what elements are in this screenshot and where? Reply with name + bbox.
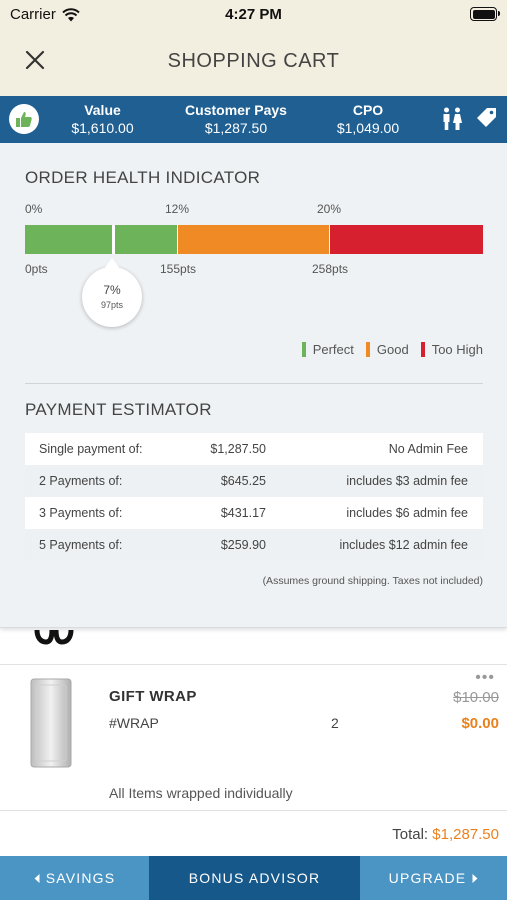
tag-icon[interactable]: [475, 107, 497, 129]
row-divider: [0, 810, 507, 811]
legend-too-high: Too High: [420, 342, 483, 357]
silver-bar-image: [30, 678, 72, 768]
estimator-row: Single payment of: $1,287.50 No Admin Fe…: [25, 433, 483, 465]
estimator-title: PAYMENT ESTIMATOR: [25, 400, 212, 419]
pct-label-2: 20%: [317, 202, 342, 216]
payment-estimator-table: Single payment of: $1,287.50 No Admin Fe…: [25, 433, 483, 561]
pct-label-1: 12%: [165, 202, 190, 216]
estimator-note: (Assumes ground shipping. Taxes not incl…: [262, 575, 483, 587]
wifi-icon: [62, 7, 80, 21]
more-options-icon[interactable]: •••: [475, 669, 495, 686]
order-health-panel: ORDER HEALTH INDICATOR 0% 12% 20% 0pts 1…: [0, 143, 507, 628]
people-icon[interactable]: [441, 107, 463, 131]
item-original-price: $10.00: [453, 689, 499, 706]
clock: 4:27 PM: [225, 6, 282, 23]
customer-pays-summary: Customer Pays $1,287.50: [180, 101, 292, 137]
health-title: ORDER HEALTH INDICATOR: [25, 168, 261, 187]
cart-total: Total: $1,287.50: [392, 826, 499, 843]
pct-label-0: 0%: [25, 202, 43, 216]
close-icon[interactable]: [22, 47, 48, 73]
item-name: GIFT WRAP: [109, 688, 197, 705]
section-divider: [25, 383, 483, 384]
pts-label-2: 258pts: [312, 262, 349, 276]
product-image-partial: [34, 629, 74, 645]
upgrade-tab[interactable]: UPGRADE: [360, 856, 507, 900]
item-sku: #WRAP: [109, 715, 159, 731]
chevron-right-icon: [472, 873, 478, 883]
upgrade-label: UPGRADE: [388, 870, 467, 886]
cpo-summary: CPO $1,049.00: [330, 101, 406, 137]
health-indicator-bubble: 7% 97pts: [82, 258, 142, 327]
estimator-row: 2 Payments of: $645.25 includes $3 admin…: [25, 465, 483, 497]
carrier-info: Carrier: [10, 6, 80, 23]
health-bar-too-high: [330, 225, 483, 254]
chevron-left-icon: [34, 873, 40, 883]
item-price: $0.00: [461, 715, 499, 732]
value-amount: $1,610.00: [71, 120, 134, 136]
cpo-label: CPO: [352, 102, 384, 118]
carrier-label: Carrier: [10, 6, 56, 23]
cpo-amount: $1,049.00: [336, 120, 400, 136]
value-summary: Value $1,610.00: [65, 101, 140, 137]
bonus-advisor-label: BONUS ADVISOR: [188, 870, 321, 886]
status-bar: Carrier 4:27 PM: [0, 0, 507, 30]
row-divider: [0, 664, 507, 665]
indicator-percent: 7%: [103, 283, 121, 297]
health-bar: [25, 225, 483, 254]
health-legend: Perfect Good Too High: [301, 342, 483, 357]
bonus-advisor-tab[interactable]: BONUS ADVISOR: [149, 856, 360, 900]
item-note: All Items wrapped individually: [109, 785, 293, 801]
estimator-row: 3 Payments of: $431.17 includes $6 admin…: [25, 497, 483, 529]
health-bar-good: [178, 225, 329, 254]
nav-header: SHOPPING CART: [0, 30, 507, 96]
item-quantity[interactable]: 2: [331, 715, 339, 731]
customer-pays-amount: $1,287.50: [204, 120, 268, 136]
value-label: Value: [84, 102, 121, 118]
savings-label: SAVINGS: [45, 870, 116, 886]
page-title: SHOPPING CART: [167, 50, 340, 72]
total-label: Total:: [392, 826, 429, 843]
savings-tab[interactable]: SAVINGS: [0, 856, 149, 900]
indicator-points: 97pts: [100, 300, 124, 310]
pts-label-1: 155pts: [160, 262, 197, 276]
estimator-row: 5 Payments of: $259.90 includes $12 admi…: [25, 529, 483, 561]
customer-pays-label: Customer Pays: [185, 102, 287, 118]
order-summary-bar: Value $1,610.00 Customer Pays $1,287.50 …: [0, 96, 507, 143]
bottom-tab-bar: SAVINGS BONUS ADVISOR UPGRADE: [0, 856, 507, 900]
legend-good: Good: [365, 342, 409, 357]
legend-perfect: Perfect: [301, 342, 354, 357]
thumbs-up-icon: [9, 104, 39, 134]
battery-icon: [470, 7, 500, 21]
health-bar-perfect: [25, 225, 177, 254]
pts-label-0: 0pts: [25, 262, 48, 276]
total-amount: $1,287.50: [432, 826, 499, 843]
health-marker: [112, 225, 115, 254]
